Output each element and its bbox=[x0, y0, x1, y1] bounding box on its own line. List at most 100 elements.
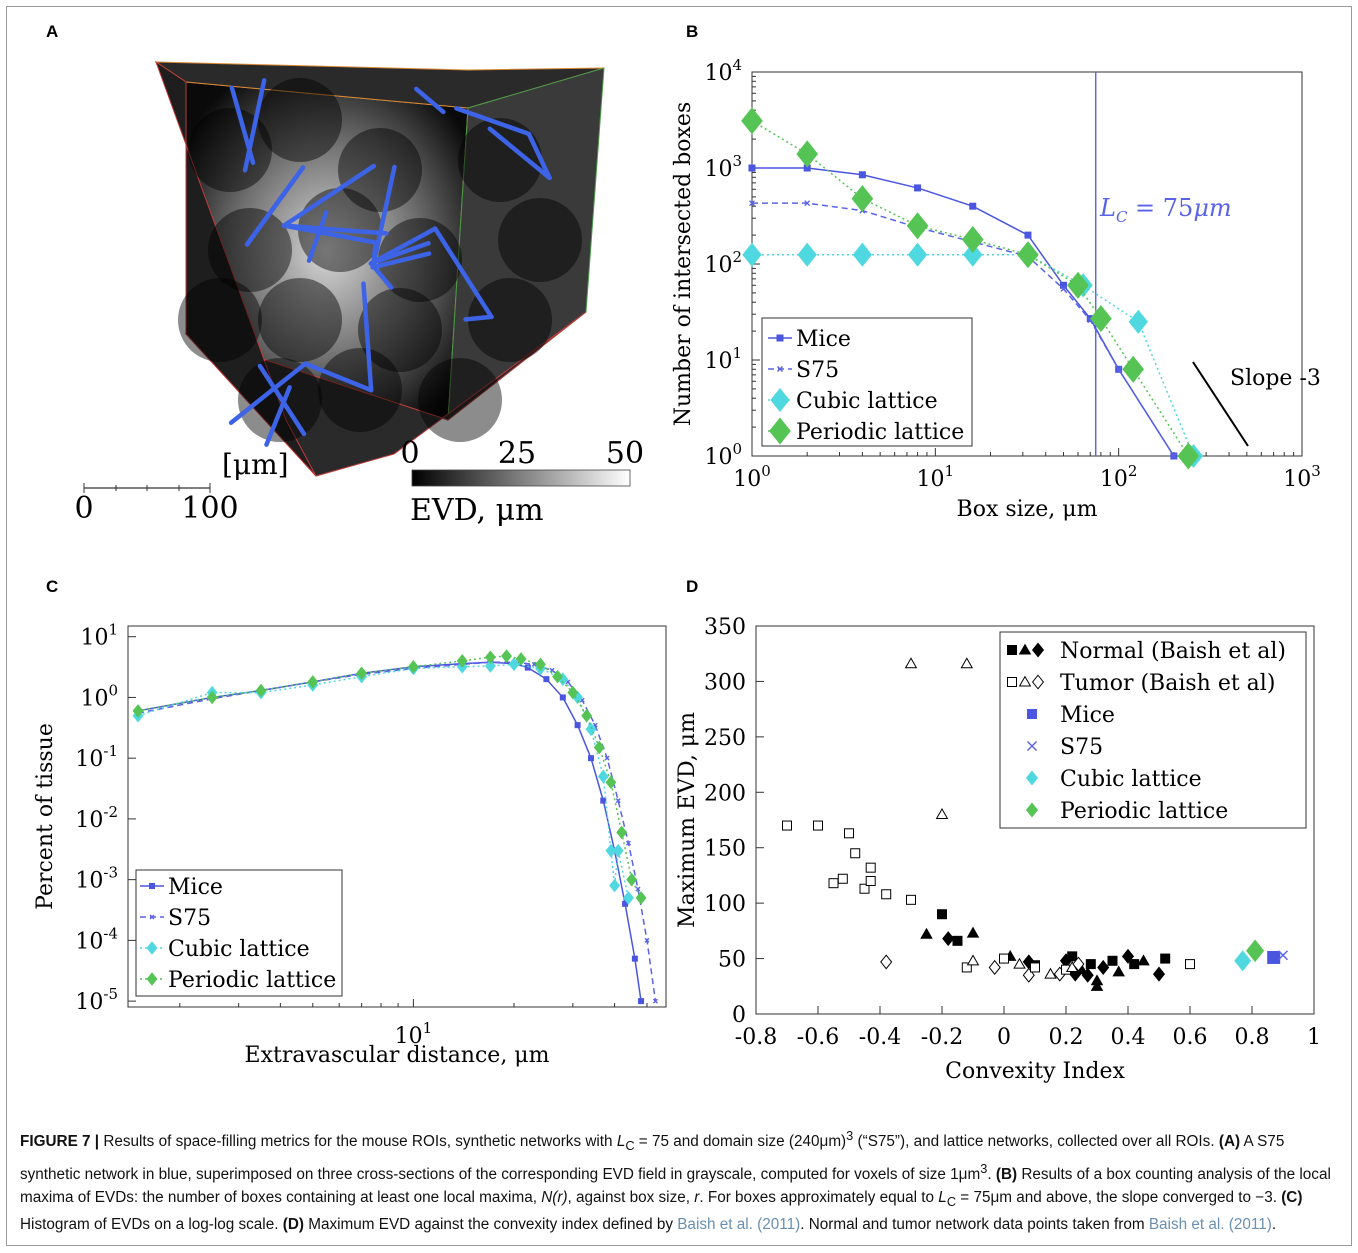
caption-lc-sub: C bbox=[625, 1138, 635, 1154]
d-legend-marker bbox=[1027, 709, 1037, 719]
b-point bbox=[1067, 271, 1089, 299]
panel-d-chart: -0.8 -0.6 -0.4 -0.2 0 0.2 0.4 0.6 0.8 1 0 50 100 150 2… bbox=[675, 615, 1321, 1084]
vessel-segment bbox=[526, 131, 552, 181]
vessel-segment bbox=[264, 385, 292, 447]
d-point-normal bbox=[920, 927, 933, 939]
c-legend-marker bbox=[146, 972, 158, 986]
c-point bbox=[559, 694, 566, 701]
evd-dark-cell bbox=[458, 118, 542, 202]
evd-dark-cell bbox=[178, 278, 262, 362]
caption-text: A S75 synthetic network in blue, superim… bbox=[20, 1133, 1285, 1184]
c-point bbox=[456, 654, 468, 668]
caption-text: . For boxes approximately equal to bbox=[699, 1189, 939, 1207]
b-point bbox=[1170, 453, 1177, 459]
d-point-tumor bbox=[988, 959, 1001, 975]
d-point-tumor bbox=[935, 808, 949, 820]
d-point-tumor bbox=[904, 657, 918, 669]
caption-ref-d: (D) bbox=[282, 1216, 304, 1234]
caption-text: Results of space-filling metrics for the… bbox=[99, 1133, 617, 1151]
b-point-stroke bbox=[804, 200, 811, 207]
vessel-segment bbox=[306, 210, 329, 263]
d-point-normal bbox=[1090, 979, 1104, 991]
b-point-stroke bbox=[749, 200, 755, 207]
b-point bbox=[1090, 305, 1112, 333]
vessel-segment bbox=[361, 281, 374, 393]
d-point-tumor bbox=[906, 894, 916, 905]
c-point bbox=[484, 659, 496, 673]
c-point bbox=[604, 755, 610, 761]
scalebar-unit: [μm] bbox=[222, 448, 289, 481]
c-legend-marker bbox=[149, 883, 155, 889]
b-point bbox=[961, 225, 984, 254]
b-xtick-label: 100 bbox=[733, 462, 771, 492]
d-point-tumor bbox=[961, 962, 972, 973]
caption-sup: 3 bbox=[980, 1161, 988, 1177]
d-legend-label: S75 bbox=[1060, 735, 1103, 760]
d-ytick-label: 50 bbox=[718, 948, 746, 973]
c-point-stroke bbox=[565, 679, 571, 685]
b-series-line bbox=[752, 167, 1175, 457]
d-point-normal bbox=[1085, 959, 1096, 970]
c-point bbox=[626, 872, 638, 887]
caption-fig-label: FIGURE 7 | bbox=[20, 1133, 100, 1151]
b-point-stroke bbox=[1115, 366, 1122, 373]
c-point bbox=[508, 657, 520, 672]
b-legend-label: S75 bbox=[796, 358, 839, 383]
d-legend-marker bbox=[1007, 645, 1017, 655]
vessel-segment bbox=[281, 163, 377, 228]
c-ytick-label: 10-5 bbox=[75, 985, 118, 1015]
b-point bbox=[748, 164, 756, 172]
d-point-normal bbox=[966, 926, 980, 938]
d-point-tumor bbox=[859, 883, 870, 894]
b-series-line bbox=[752, 202, 1175, 457]
b-point bbox=[914, 184, 922, 192]
caption-text: Maximum EVD against the convexity index … bbox=[303, 1216, 678, 1234]
caption-ref-a: (A) bbox=[1218, 1133, 1241, 1151]
d-xtick-label: 0.2 bbox=[1049, 1025, 1084, 1050]
d-point-tumor bbox=[850, 848, 861, 859]
c-ylabel: Percent of tissue bbox=[33, 723, 58, 910]
d-legend-marker bbox=[1025, 770, 1039, 786]
c-point bbox=[132, 704, 144, 718]
d-point-normal bbox=[1137, 954, 1150, 966]
figure-caption: FIGURE 7 | Results of space-filling metr… bbox=[20, 1124, 1332, 1236]
b-legend-marker bbox=[776, 334, 784, 342]
c-point bbox=[552, 669, 563, 684]
c-point bbox=[631, 955, 638, 962]
d-ytick-label: 100 bbox=[704, 892, 746, 917]
c-point-stroke bbox=[644, 937, 650, 943]
c-point bbox=[515, 652, 527, 666]
d-point-normal bbox=[1152, 966, 1166, 982]
b-ytick-label: 101 bbox=[704, 344, 742, 374]
caption-citation-link[interactable]: Baish et al. (2011) bbox=[677, 1216, 801, 1234]
scalebar-end: 100 bbox=[181, 491, 238, 526]
d-point-tumor bbox=[782, 820, 792, 831]
vessel-segment bbox=[281, 223, 389, 236]
d-point-normal bbox=[952, 935, 963, 946]
b-point bbox=[963, 242, 983, 267]
b-point bbox=[1115, 366, 1122, 373]
d-point-tumor bbox=[966, 954, 980, 966]
c-legend-label: S75 bbox=[168, 906, 211, 931]
d-point-normal bbox=[1129, 959, 1140, 970]
d-point-normal bbox=[1097, 959, 1110, 975]
vessel-segment bbox=[368, 240, 431, 266]
d-legend bbox=[999, 631, 1307, 829]
d-point-tumor bbox=[880, 954, 893, 970]
b-xtick-label: 103 bbox=[1283, 462, 1321, 492]
b-series-line bbox=[751, 120, 1190, 457]
evd-dark-cell bbox=[468, 278, 552, 362]
d-point-tumor bbox=[1072, 956, 1085, 972]
c-legend-marker bbox=[146, 941, 158, 955]
vessel-segment bbox=[242, 78, 267, 173]
caption-citation-link[interactable]: Baish et al. (2011) bbox=[1148, 1216, 1272, 1234]
d-ytick-label: 150 bbox=[704, 837, 746, 862]
vessel-segment bbox=[303, 361, 374, 393]
d-legend-marker bbox=[1027, 741, 1037, 751]
panel-b-chart: 100 101 102 103 100 101 102 103 104 Box size, μm N… bbox=[671, 56, 1321, 522]
c-legend-label: Mice bbox=[168, 875, 223, 900]
c-point bbox=[605, 843, 617, 858]
d-point-tumor bbox=[828, 878, 839, 889]
d-point-tumor bbox=[844, 828, 854, 839]
c-point bbox=[609, 878, 621, 893]
